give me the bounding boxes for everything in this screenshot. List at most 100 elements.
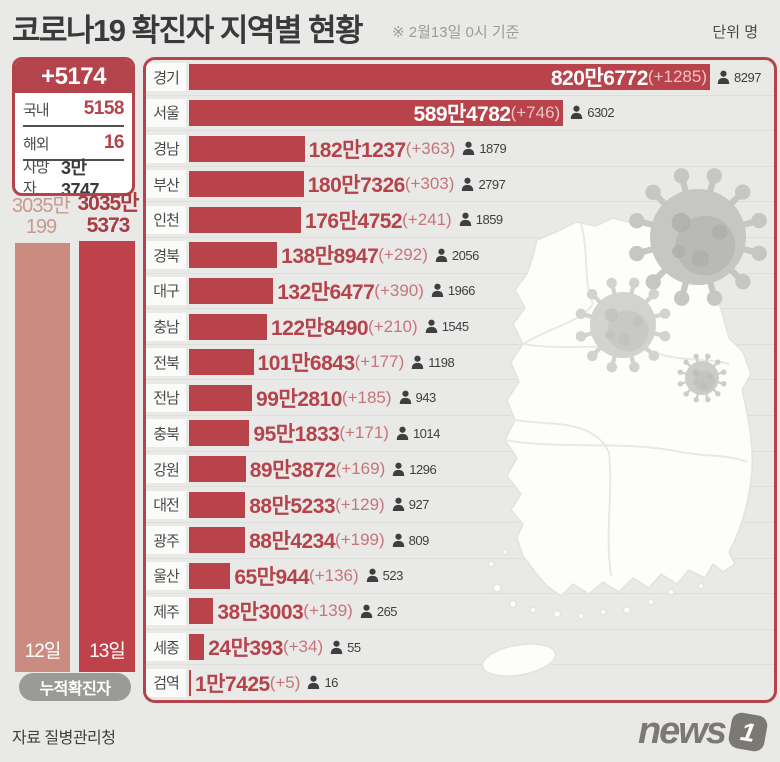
cumulative-caption-badge: 누적확진자 [19, 673, 131, 701]
person-icon [308, 675, 320, 690]
region-label: 경북 [146, 241, 186, 270]
deaths-group: 8297 [717, 70, 761, 85]
bar-wrap: 95만1833 (+171) 1014 [189, 418, 774, 448]
delta-label: (+241) [402, 209, 452, 229]
person-icon [396, 426, 409, 440]
deaths-count: 943 [415, 390, 437, 406]
total-label: 24만393 [208, 637, 283, 661]
region-bar [189, 562, 231, 589]
deaths-count: 1014 [412, 425, 440, 441]
total-label: 88만5233 [249, 494, 336, 518]
chart-row: 경남 182만1237 (+363) 1879 [146, 131, 774, 167]
region-bar [189, 349, 254, 376]
deaths-count: 1545 [441, 319, 469, 335]
region-label: 광주 [146, 526, 186, 555]
regional-chart-panel: 경기 820만6772 (+1285) 8297 서울 589만4782 (+746) 630… [143, 57, 777, 703]
summary-value: 5158 [83, 98, 125, 119]
deaths-count: 8297 [734, 69, 761, 85]
person-icon [570, 106, 583, 120]
person-icon [330, 640, 343, 654]
region-label: 강원 [146, 455, 186, 483]
delta-label: (+303) [404, 174, 455, 194]
chart-row: 전북 101만6843 (+177) 1198 [146, 345, 774, 381]
cumulative-day-curr: 13일 [89, 641, 126, 662]
deaths-group: 1296 [392, 461, 437, 477]
total-label: 176만4752 [305, 209, 403, 233]
region-label: 충남 [146, 312, 186, 341]
daily-summary-box: +5174 국내 5158 해외 16 사망자 3만3747 [12, 57, 135, 196]
chart-row: 대구 132만6477 (+390) 1966 [146, 274, 774, 310]
as-of-date: ※ 2월13일 0시 기준 [392, 24, 520, 41]
cumulative-day-prev: 12일 [24, 641, 62, 662]
bar-wrap: 820만6772 (+1285) 8297 [189, 64, 774, 91]
cumulative-prev-line2: 199 [25, 216, 57, 238]
news1-logo: news 1 [637, 710, 769, 753]
delta-label: (+169) [335, 459, 386, 478]
bar-wrap: 65만944 (+136) 523 [189, 561, 774, 591]
deaths-count: 1198 [428, 354, 455, 370]
person-icon [412, 355, 424, 369]
region-label: 서울 [146, 98, 186, 127]
person-icon [393, 462, 405, 476]
total-label: 589만4782 [413, 102, 512, 126]
chart-row: 서울 589만4782 (+746) 6302 [146, 96, 774, 132]
deaths-count: 1296 [409, 461, 437, 477]
deaths-count: 55 [347, 639, 361, 655]
region-bar [189, 669, 191, 696]
deaths-group: 1545 [425, 319, 469, 334]
region-bar [189, 598, 214, 625]
deaths-group: 6302 [570, 105, 615, 120]
total-label: 122만8490 [270, 316, 369, 340]
news1-logo-text: news [637, 710, 727, 752]
chart-row: 제주 38만3003 (+139) 265 [146, 594, 774, 630]
person-icon [717, 70, 730, 84]
person-icon [392, 533, 404, 547]
region-label: 경기 [146, 63, 186, 92]
deaths-count: 1859 [475, 212, 503, 228]
deaths-group: 943 [399, 390, 436, 405]
summary-value: 16 [103, 132, 125, 153]
summary-row-overseas: 해외 16 [23, 127, 125, 161]
person-icon [360, 604, 373, 618]
region-bar [189, 277, 274, 304]
delta-label: (+199) [335, 530, 385, 550]
daily-new-total: +5174 [15, 60, 132, 93]
bar-wrap: 182만1237 (+363) 1879 [189, 134, 774, 164]
deaths-count: 1966 [447, 283, 475, 299]
delta-label: (+34) [282, 637, 324, 657]
deaths-group: 55 [330, 639, 361, 655]
delta-label: (+390) [374, 280, 424, 300]
total-label: 101만6843 [257, 352, 356, 376]
region-label: 경남 [146, 134, 186, 163]
deaths-group: 2056 [435, 248, 479, 263]
delta-label: (+292) [378, 245, 428, 265]
delta-label: (+171) [339, 423, 389, 443]
delta-label: (+136) [309, 565, 359, 585]
total-label: 1만7425 [195, 672, 270, 696]
bar-wrap: 138만8947 (+292) 2056 [189, 240, 774, 270]
bar-wrap: 589만4782 (+746) 6302 [189, 99, 774, 126]
total-label: 180만7326 [307, 174, 406, 198]
person-icon [425, 319, 437, 334]
bar-wrap: 88만4234 (+199) 809 [189, 525, 774, 555]
region-bar: 589만4782 (+746) [189, 99, 564, 126]
deaths-count: 1879 [479, 141, 507, 157]
person-icon [463, 141, 475, 156]
delta-label: (+185) [341, 387, 392, 407]
region-bar [189, 384, 253, 411]
page-title: 코로나19 확진자 지역별 현황 [12, 13, 364, 48]
bar-wrap: 99만2810 (+185) 943 [189, 383, 774, 413]
chart-row: 충북 95만1833 (+171) 1014 [146, 416, 774, 452]
person-icon [435, 248, 448, 262]
summary-value: 3만3747 [61, 157, 100, 196]
deaths-count: 927 [408, 497, 430, 513]
summary-row-deaths: 사망자 3만3747 [23, 158, 124, 194]
deaths-count: 16 [324, 675, 338, 691]
bar-wrap: 88만5233 (+129) 927 [189, 490, 774, 520]
region-label: 제주 [146, 597, 186, 626]
cumulative-prev-line1: 3035만 [12, 195, 71, 217]
deaths-group: 523 [366, 568, 403, 583]
bar-wrap: 176만4752 (+241) 1859 [189, 205, 774, 235]
region-label: 울산 [146, 561, 186, 590]
deaths-group: 1198 [411, 354, 455, 370]
